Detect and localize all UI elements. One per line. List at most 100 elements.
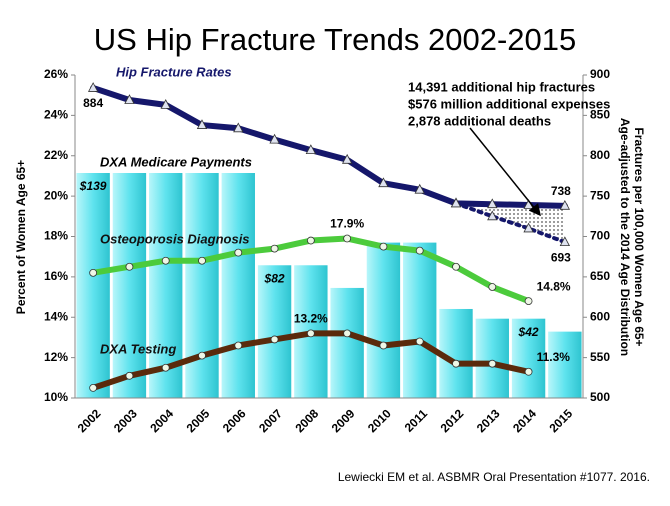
data-label: 693 xyxy=(551,250,571,264)
marker xyxy=(488,359,497,368)
y-tick-label: 20% xyxy=(44,188,68,202)
y2-tick-label: 800 xyxy=(590,148,610,162)
data-label: 738 xyxy=(551,184,571,198)
bar xyxy=(475,318,509,398)
marker xyxy=(305,144,317,154)
marker xyxy=(415,246,424,255)
y2-axis-label: Fractures per 100,000 Women Age 65+ xyxy=(632,127,646,346)
line xyxy=(90,84,568,209)
y2-tick-label: 550 xyxy=(590,350,610,364)
marker xyxy=(124,94,135,104)
y-tick-label: 18% xyxy=(44,229,68,243)
series-label: DXA Testing xyxy=(100,341,176,356)
series-label: Hip Fracture Rates xyxy=(116,64,232,79)
annotation: $576 million additional expenses xyxy=(408,96,610,111)
marker xyxy=(415,337,424,346)
marker xyxy=(343,234,352,243)
x-tick-label: 2008 xyxy=(292,406,321,435)
bar xyxy=(403,242,437,398)
marker xyxy=(523,222,534,233)
marker xyxy=(379,242,388,251)
y-tick-label: 22% xyxy=(44,148,68,162)
y-tick-label: 10% xyxy=(44,390,68,404)
marker xyxy=(414,183,425,194)
data-label: 17.9% xyxy=(330,217,364,231)
marker xyxy=(524,367,533,376)
x-tick-label: 2007 xyxy=(256,406,285,435)
x-tick-label: 2005 xyxy=(184,406,213,435)
marker xyxy=(269,133,280,144)
marker xyxy=(487,198,498,209)
marker xyxy=(379,341,388,350)
marker xyxy=(452,359,460,368)
marker xyxy=(125,262,134,271)
marker xyxy=(198,351,206,360)
marker xyxy=(89,384,98,392)
marker xyxy=(343,329,352,338)
line xyxy=(454,201,567,245)
marker xyxy=(87,82,99,92)
bar xyxy=(149,173,183,398)
y2-tick-label: 700 xyxy=(590,229,610,243)
marker xyxy=(450,197,462,208)
y2-tick-label: 850 xyxy=(590,108,610,122)
chart-title: US Hip Fracture Trends 2002-2015 xyxy=(94,22,576,57)
data-label: 14.8% xyxy=(537,279,571,293)
data-label: $82 xyxy=(264,271,285,285)
marker xyxy=(160,99,171,109)
x-tick-label: 2012 xyxy=(438,406,467,435)
x-tick-label: 2013 xyxy=(474,406,503,435)
y-tick-label: 14% xyxy=(44,309,68,323)
data-label: 884 xyxy=(83,96,103,110)
bar xyxy=(76,173,110,398)
marker xyxy=(487,210,498,221)
y-tick-label: 12% xyxy=(44,350,68,364)
x-tick-label: 2015 xyxy=(546,406,575,435)
y-axis-label: Percent of Women Age 65+ xyxy=(14,160,28,314)
marker xyxy=(198,256,206,265)
annotation-arrow xyxy=(469,127,541,217)
y2-tick-label: 500 xyxy=(590,390,610,404)
bar xyxy=(221,173,255,398)
bar xyxy=(511,318,546,398)
x-tick-label: 2002 xyxy=(75,406,104,435)
y2-axis-label: Age-adjusted to the 2014 Age Distributio… xyxy=(618,118,632,356)
data-label: $139 xyxy=(79,179,107,193)
marker xyxy=(234,248,243,257)
x-tick-label: 2009 xyxy=(329,406,358,435)
series-label: Osteoporosis Diagnosis xyxy=(100,231,250,246)
y-tick-label: 24% xyxy=(44,108,68,122)
marker xyxy=(234,341,243,350)
data-label: 13.2% xyxy=(294,312,328,326)
y-tick-label: 16% xyxy=(44,269,68,283)
x-tick-label: 2003 xyxy=(111,406,140,435)
marker xyxy=(306,329,315,338)
marker xyxy=(161,256,170,265)
series-label: DXA Medicare Payments xyxy=(100,154,252,169)
marker xyxy=(306,236,315,245)
x-tick-label: 2004 xyxy=(147,406,176,435)
x-tick-label: 2006 xyxy=(220,406,249,435)
y2-tick-label: 600 xyxy=(590,309,610,323)
marker xyxy=(270,244,279,253)
marker xyxy=(270,335,279,344)
marker xyxy=(452,262,460,271)
x-tick-label: 2011 xyxy=(402,406,431,435)
marker xyxy=(488,283,497,291)
y2-tick-label: 900 xyxy=(590,67,610,81)
y-tick-label: 26% xyxy=(44,67,68,81)
source: Lewiecki EM et al. ASBMR Oral Presentati… xyxy=(338,470,650,484)
marker xyxy=(378,177,389,188)
marker xyxy=(559,236,571,247)
annotation: 14,391 additional hip fractures xyxy=(408,79,595,94)
bar xyxy=(112,173,147,398)
bar xyxy=(330,287,364,398)
marker xyxy=(89,268,98,277)
x-tick-label: 2010 xyxy=(365,406,394,435)
data-label: 11.3% xyxy=(537,350,571,364)
marker xyxy=(233,122,244,133)
x-tick-label: 2014 xyxy=(510,406,539,435)
data-label: $42 xyxy=(518,325,539,339)
bar xyxy=(548,331,582,398)
